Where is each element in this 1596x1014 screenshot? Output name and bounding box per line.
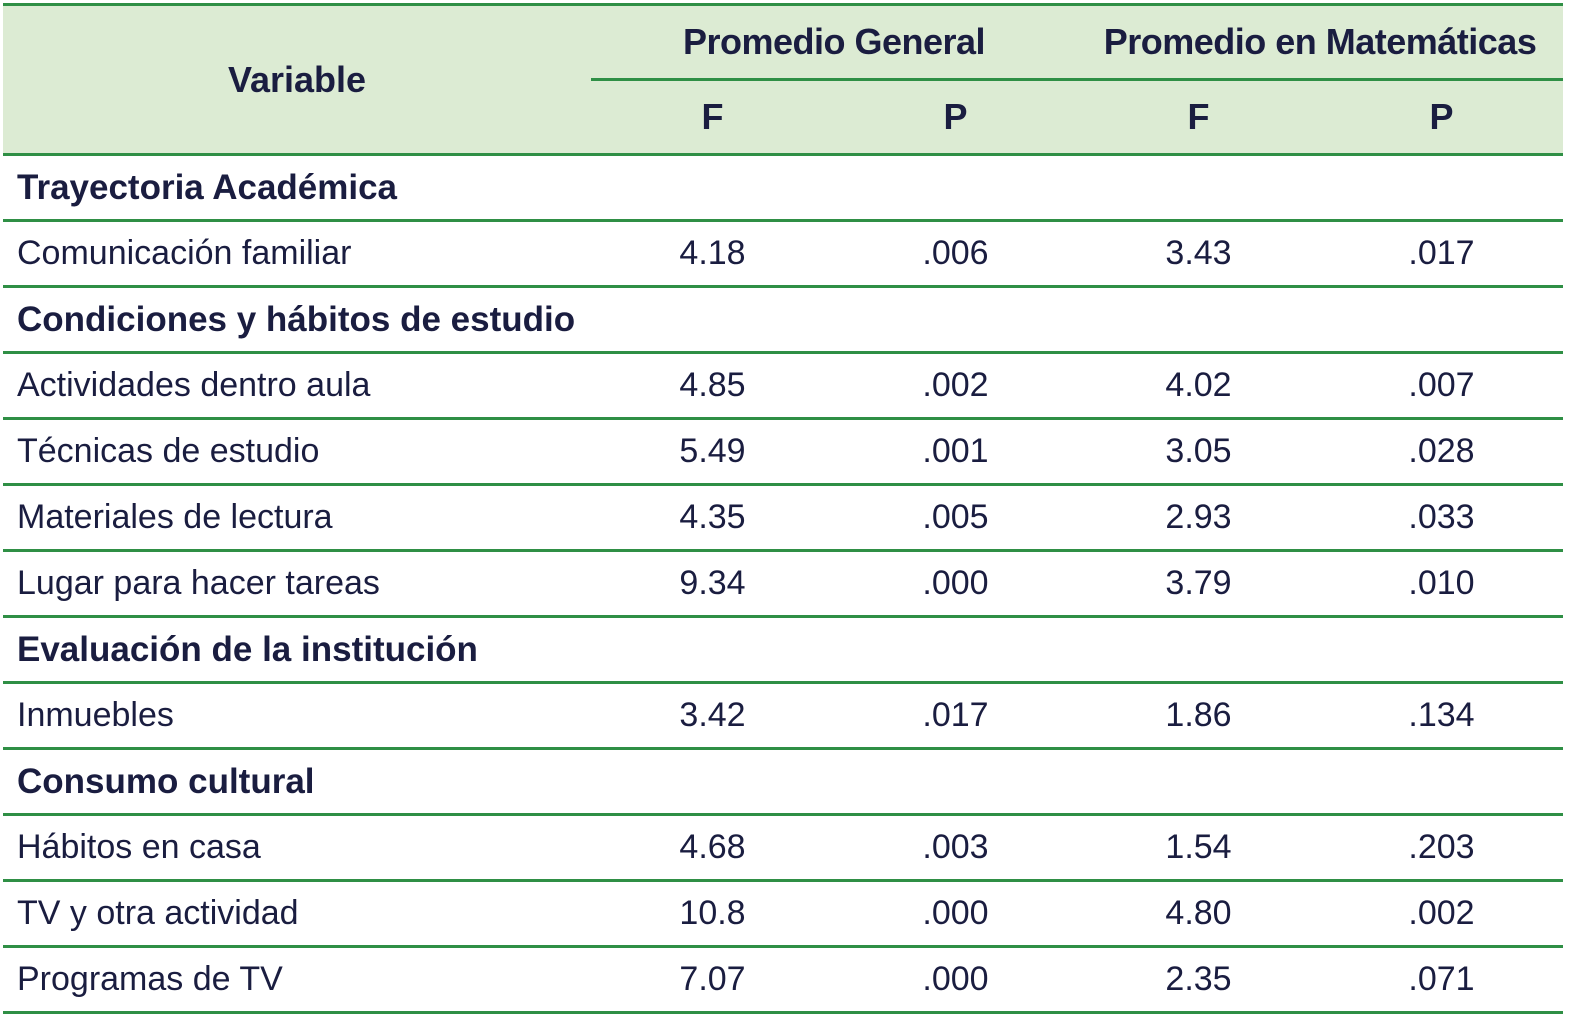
f-matematicas-cell: 3.05 bbox=[1077, 418, 1321, 486]
f-general-cell: 5.49 bbox=[591, 418, 834, 486]
p-matematicas-cell: .071 bbox=[1320, 946, 1564, 1014]
table-row: Programas de TV 7.07.000 2.35.071 bbox=[3, 946, 1564, 1014]
f-matematicas-cell: 3.43 bbox=[1077, 220, 1321, 288]
section-row: Consumo cultural bbox=[3, 748, 1564, 816]
p-general-cell: .006 bbox=[834, 220, 1078, 288]
section-row: Trayectoria Académica bbox=[3, 154, 1564, 222]
variable-column-header: Variable bbox=[3, 3, 591, 156]
section-title: Condiciones y hábitos de estudio bbox=[3, 286, 1564, 354]
table-header: Variable Promedio General Promedio en Ma… bbox=[3, 3, 1564, 156]
p-matematicas-cell: .134 bbox=[1320, 682, 1564, 750]
f-general-cell: 10.8 bbox=[591, 880, 834, 948]
p-general-cell: .005 bbox=[834, 484, 1078, 552]
p-general-cell: .000 bbox=[834, 550, 1078, 618]
p-header-general: P bbox=[834, 79, 1078, 156]
promedio-general-header: Promedio General bbox=[591, 3, 1078, 81]
row-label: Inmuebles bbox=[3, 682, 591, 750]
f-header-general: F bbox=[591, 79, 834, 156]
row-label: Hábitos en casa bbox=[3, 814, 591, 882]
section-row: Condiciones y hábitos de estudio bbox=[3, 286, 1564, 354]
row-label: Actividades dentro aula bbox=[3, 352, 591, 420]
table-row: Técnicas de estudio 5.49.001 3.05.028 bbox=[3, 418, 1564, 486]
row-label: Materiales de lectura bbox=[3, 484, 591, 552]
p-matematicas-cell: .028 bbox=[1320, 418, 1564, 486]
row-label: Técnicas de estudio bbox=[3, 418, 591, 486]
f-matematicas-cell: 2.93 bbox=[1077, 484, 1321, 552]
f-general-cell: 3.42 bbox=[591, 682, 834, 750]
table-row: Materiales de lectura 4.35.005 2.93.033 bbox=[3, 484, 1564, 552]
p-general-cell: .000 bbox=[834, 880, 1078, 948]
section-title: Consumo cultural bbox=[3, 748, 1564, 816]
f-matematicas-cell: 1.54 bbox=[1077, 814, 1321, 882]
table-body: Trayectoria Académica Comunicación famili… bbox=[3, 154, 1564, 1014]
f-general-cell: 4.68 bbox=[591, 814, 834, 882]
table-row: Comunicación familiar 4.18.006 3.43.017 bbox=[3, 220, 1564, 288]
section-title: Evaluación de la institución bbox=[3, 616, 1564, 684]
f-header-matematicas: F bbox=[1077, 79, 1321, 156]
table-row: Hábitos en casa 4.68.003 1.54.203 bbox=[3, 814, 1564, 882]
row-label: Programas de TV bbox=[3, 946, 591, 1014]
p-matematicas-cell: .017 bbox=[1320, 220, 1564, 288]
p-general-cell: .000 bbox=[834, 946, 1078, 1014]
p-general-cell: .003 bbox=[834, 814, 1078, 882]
p-matematicas-cell: .007 bbox=[1320, 352, 1564, 420]
f-matematicas-cell: 1.86 bbox=[1077, 682, 1321, 750]
f-general-cell: 4.35 bbox=[591, 484, 834, 552]
promedio-matematicas-header: Promedio en Matemáticas bbox=[1077, 3, 1564, 81]
table-row: Lugar para hacer tareas 9.34.000 3.79.010 bbox=[3, 550, 1564, 618]
table-row: TV y otra actividad 10.8.000 4.80.002 bbox=[3, 880, 1564, 948]
p-general-cell: .002 bbox=[834, 352, 1078, 420]
f-general-cell: 4.85 bbox=[591, 352, 834, 420]
table-row: Actividades dentro aula 4.85.002 4.02.007 bbox=[3, 352, 1564, 420]
f-general-cell: 9.34 bbox=[591, 550, 834, 618]
results-table-container: Variable Promedio General Promedio en Ma… bbox=[3, 3, 1564, 1014]
section-row: Evaluación de la institución bbox=[3, 616, 1564, 684]
table-row: Inmuebles 3.42.017 1.86.134 bbox=[3, 682, 1564, 750]
f-matematicas-cell: 2.35 bbox=[1077, 946, 1321, 1014]
f-general-cell: 7.07 bbox=[591, 946, 834, 1014]
p-matematicas-cell: .002 bbox=[1320, 880, 1564, 948]
f-matematicas-cell: 3.79 bbox=[1077, 550, 1321, 618]
f-matematicas-cell: 4.02 bbox=[1077, 352, 1321, 420]
row-label: Lugar para hacer tareas bbox=[3, 550, 591, 618]
section-title: Trayectoria Académica bbox=[3, 154, 1564, 222]
p-general-cell: .017 bbox=[834, 682, 1078, 750]
p-general-cell: .001 bbox=[834, 418, 1078, 486]
row-label: TV y otra actividad bbox=[3, 880, 591, 948]
p-matematicas-cell: .033 bbox=[1320, 484, 1564, 552]
p-header-matematicas: P bbox=[1320, 79, 1564, 156]
p-matematicas-cell: .010 bbox=[1320, 550, 1564, 618]
f-matematicas-cell: 4.80 bbox=[1077, 880, 1321, 948]
p-matematicas-cell: .203 bbox=[1320, 814, 1564, 882]
row-label: Comunicación familiar bbox=[3, 220, 591, 288]
anova-results-table: Variable Promedio General Promedio en Ma… bbox=[3, 3, 1564, 1014]
f-general-cell: 4.18 bbox=[591, 220, 834, 288]
